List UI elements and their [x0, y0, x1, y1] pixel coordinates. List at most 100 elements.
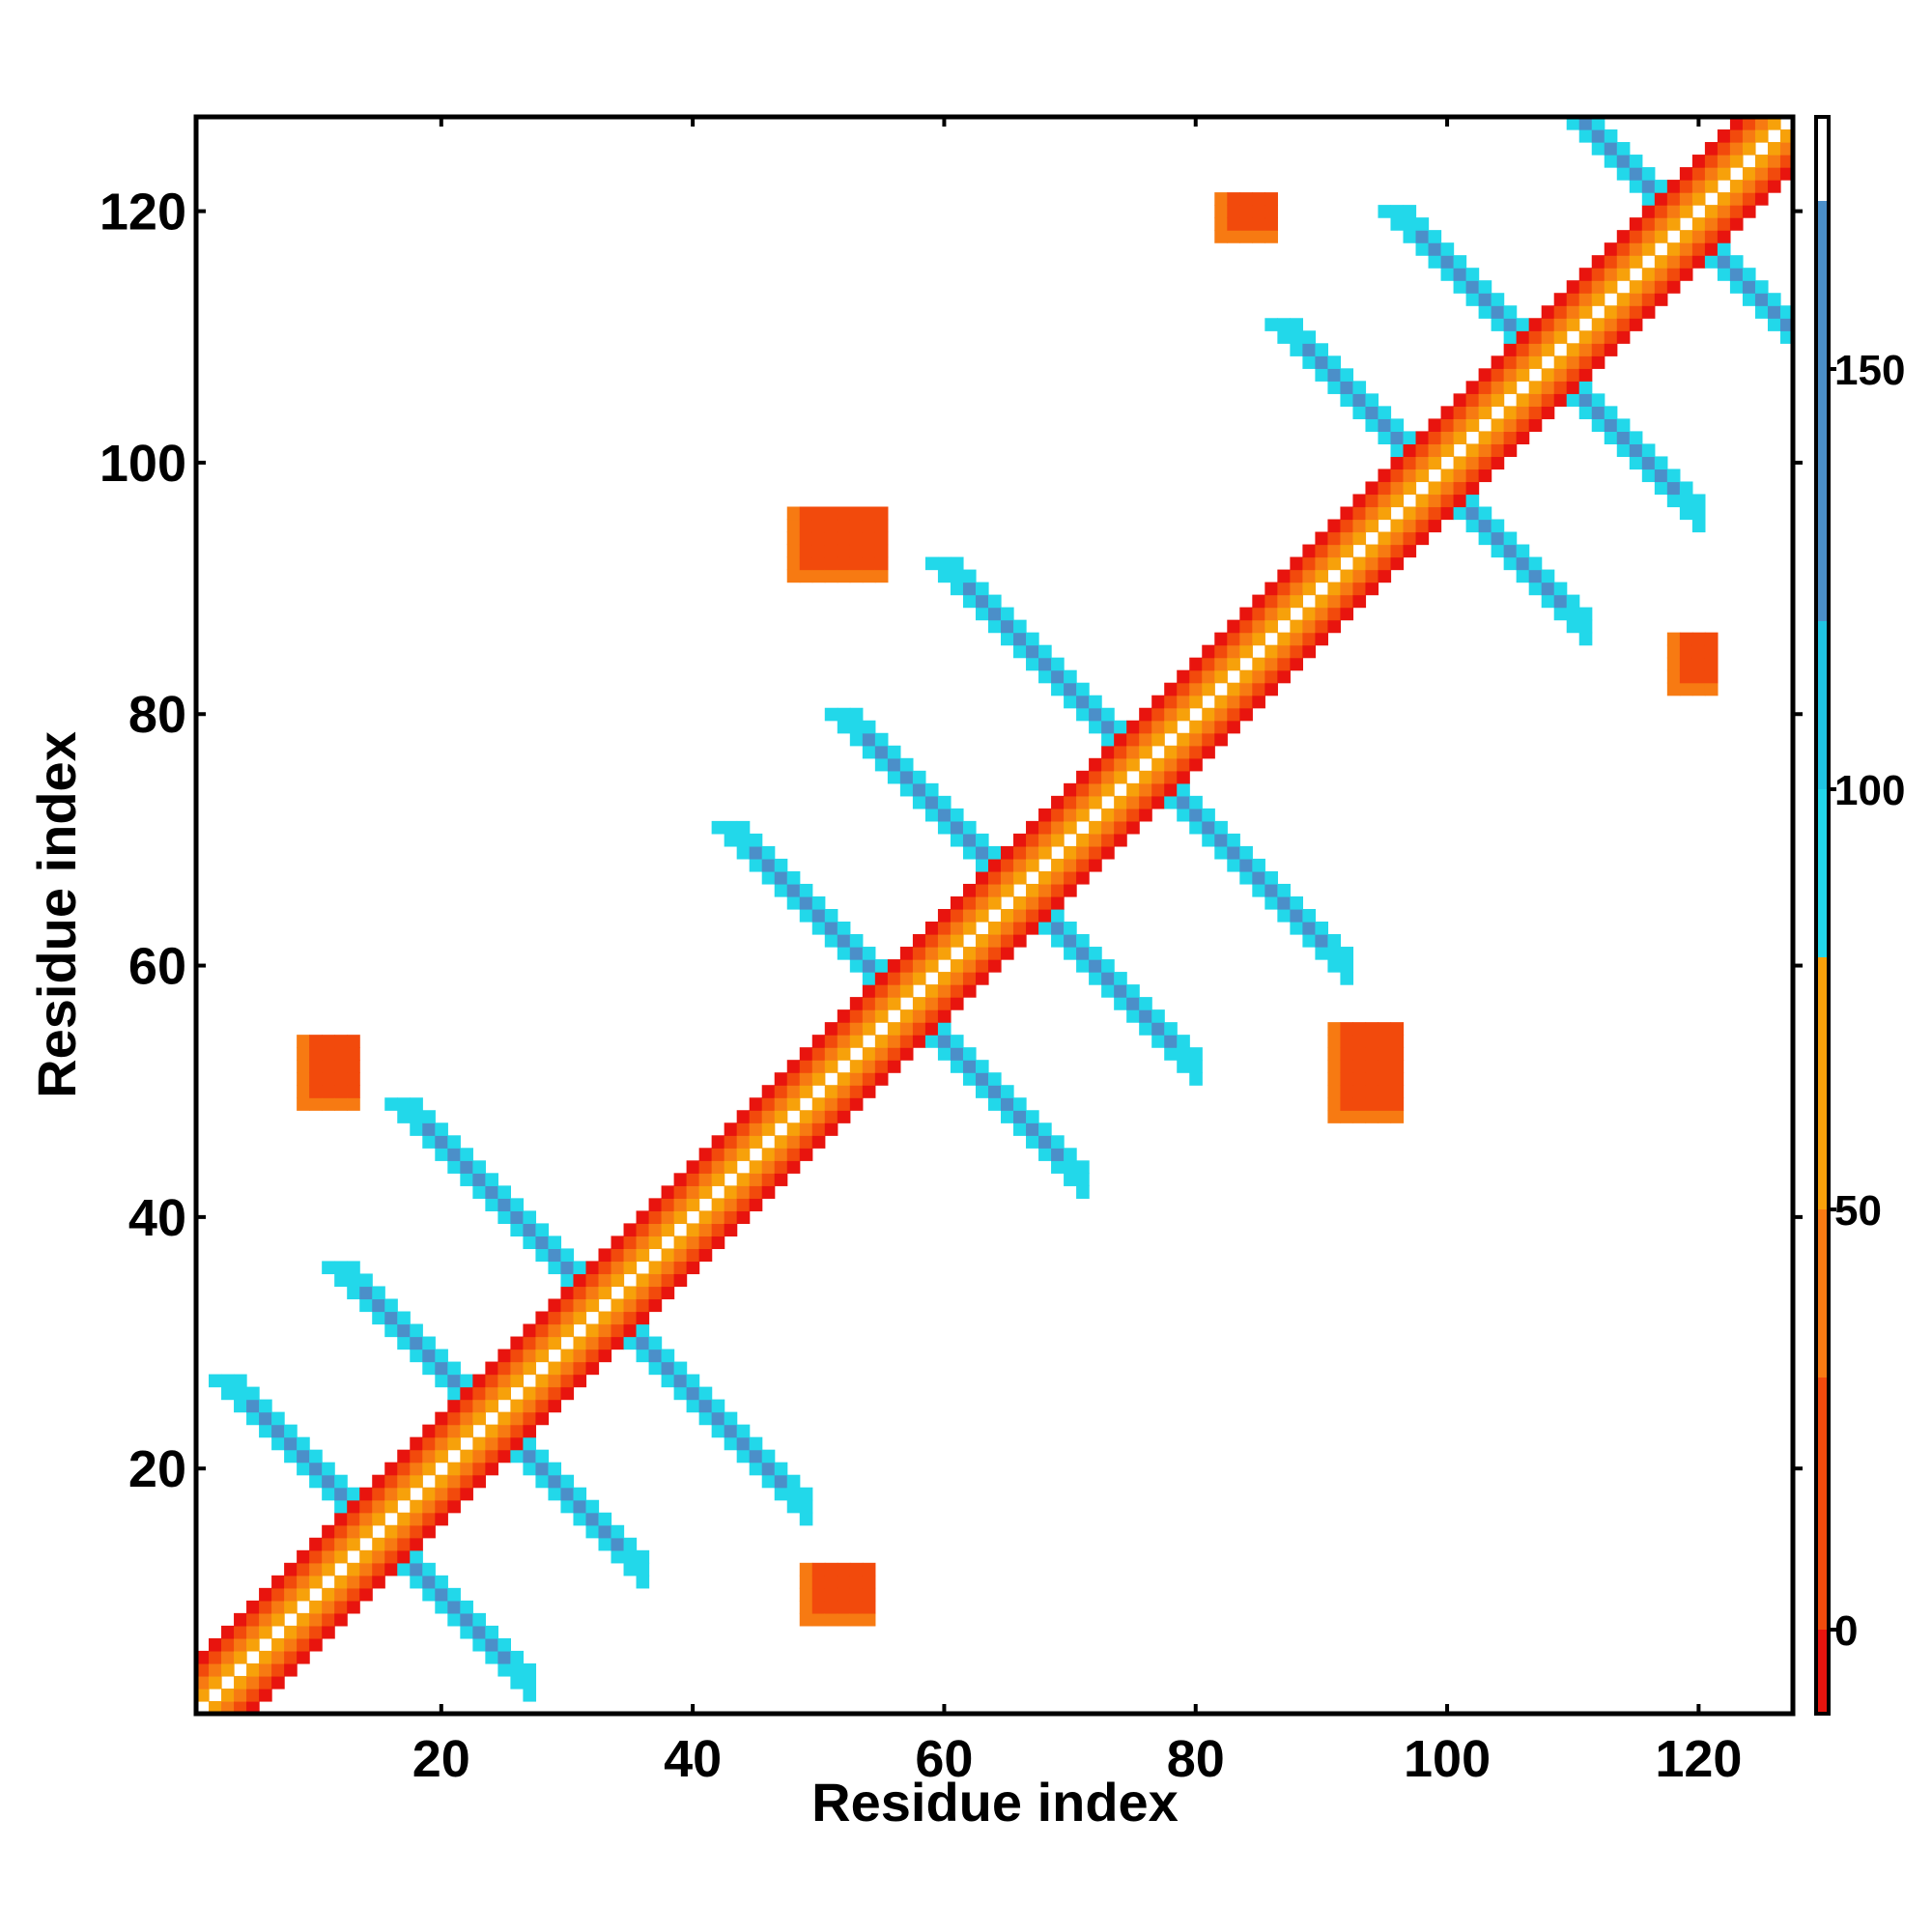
heatmap-cell — [1227, 632, 1240, 646]
heatmap-cell — [535, 1248, 550, 1263]
heatmap-cell — [1076, 1160, 1090, 1174]
heatmap-cell — [1164, 720, 1178, 734]
heatmap-cell — [837, 1612, 851, 1627]
heatmap-cell — [1164, 695, 1178, 709]
heatmap-cell — [548, 1361, 562, 1376]
heatmap-cell — [824, 1097, 838, 1111]
heatmap-cell — [811, 1047, 826, 1061]
heatmap-cell — [284, 1449, 298, 1463]
heatmap-cell — [824, 519, 838, 533]
heatmap-cell — [585, 1261, 600, 1275]
heatmap-cell — [611, 1323, 625, 1338]
heatmap-cell — [937, 1009, 952, 1023]
heatmap-cell — [1541, 330, 1555, 344]
heatmap-cell — [1679, 632, 1693, 646]
heatmap-cell — [1491, 293, 1505, 306]
heatmap-cell — [460, 1148, 473, 1161]
heatmap-cell — [648, 1298, 663, 1313]
heatmap-cell — [924, 997, 939, 1010]
heatmap-cell — [472, 1474, 486, 1489]
heatmap-cell — [1704, 142, 1719, 156]
heatmap-cell — [1453, 406, 1467, 419]
heatmap-cell — [1151, 782, 1165, 797]
heatmap-cell — [623, 1562, 638, 1577]
heatmap-cell — [862, 720, 876, 734]
heatmap-cell — [397, 1311, 411, 1325]
heatmap-cell — [698, 1248, 713, 1263]
heatmap-cell — [1114, 732, 1127, 747]
heatmap-cell — [862, 745, 876, 759]
heatmap-cell — [1089, 858, 1102, 872]
heatmap-cell — [1076, 947, 1090, 960]
heatmap-cell — [611, 1537, 625, 1551]
heatmap-cell — [397, 1110, 411, 1123]
heatmap-cell — [849, 1022, 864, 1036]
heatmap-cell — [648, 1236, 663, 1250]
heatmap-cell — [786, 569, 801, 583]
heatmap-cell — [259, 1587, 272, 1602]
heatmap-cell — [1616, 142, 1631, 156]
heatmap-cell — [1214, 695, 1228, 709]
heatmap-cell — [472, 1386, 486, 1401]
heatmap-cell — [1591, 255, 1605, 269]
heatmap-cell — [422, 1436, 436, 1451]
heatmap-cell — [1704, 180, 1719, 193]
heatmap-cell — [761, 1474, 776, 1489]
heatmap-cell — [711, 1399, 725, 1413]
heatmap-cell — [585, 1349, 600, 1363]
heatmap-cell — [636, 1349, 650, 1363]
heatmap-cell — [1415, 469, 1430, 483]
heatmap-cell — [1038, 657, 1052, 671]
heatmap-cell — [535, 1223, 550, 1237]
heatmap-cell — [1641, 305, 1656, 319]
heatmap-cell — [1629, 155, 1643, 168]
heatmap-cell — [1541, 569, 1555, 583]
heatmap-cell — [1541, 393, 1555, 407]
heatmap-cell — [1315, 355, 1329, 369]
heatmap-cell — [849, 544, 864, 558]
heatmap-cell — [786, 1499, 801, 1514]
heatmap-cell — [1076, 858, 1090, 872]
heatmap-cell — [1126, 997, 1140, 1010]
heatmap-cell — [1365, 1022, 1379, 1036]
heatmap-cell — [1214, 732, 1228, 747]
heatmap-cell — [1566, 619, 1580, 634]
heatmap-cell — [1038, 895, 1052, 910]
heatmap-cell — [950, 934, 964, 948]
heatmap-cell — [422, 1499, 436, 1514]
heatmap-cell — [1252, 682, 1265, 696]
colorbar-band — [1816, 117, 1829, 201]
heatmap-cell — [1264, 682, 1278, 696]
heatmap-cell — [598, 1524, 612, 1539]
heatmap-cell — [1227, 720, 1240, 734]
heatmap-cell — [334, 1612, 348, 1627]
heatmap-cell — [334, 1474, 348, 1489]
heatmap-cell — [523, 1675, 537, 1690]
heatmap-cell — [1214, 644, 1228, 659]
heatmap-cell — [824, 1122, 838, 1136]
heatmap-cell — [573, 1286, 587, 1300]
heatmap-cell — [837, 544, 851, 558]
heatmap-cell — [623, 1537, 638, 1551]
heatmap-cell — [259, 1424, 272, 1438]
heatmap-cell — [1189, 1060, 1203, 1073]
heatmap-cell — [975, 1060, 989, 1073]
heatmap-cell — [1428, 418, 1442, 432]
heatmap-cell — [824, 934, 838, 948]
heatmap-cell — [1214, 720, 1228, 734]
heatmap-cell — [1126, 757, 1140, 772]
heatmap-cell — [246, 1399, 260, 1413]
heatmap-cell — [648, 1210, 663, 1224]
heatmap-cell — [1403, 519, 1417, 533]
heatmap-cell — [1277, 632, 1291, 646]
heatmap-cell — [1001, 908, 1014, 923]
heatmap-cell — [510, 1424, 525, 1438]
heatmap-cell — [1390, 418, 1405, 432]
heatmap-cell — [1528, 406, 1543, 419]
heatmap-cell — [874, 531, 889, 546]
colorbar-band — [1816, 1209, 1829, 1378]
heatmap-cell — [1591, 418, 1605, 432]
heatmap-cell — [1641, 217, 1656, 231]
heatmap-cell — [811, 1097, 826, 1111]
heatmap-cell — [1616, 330, 1631, 344]
